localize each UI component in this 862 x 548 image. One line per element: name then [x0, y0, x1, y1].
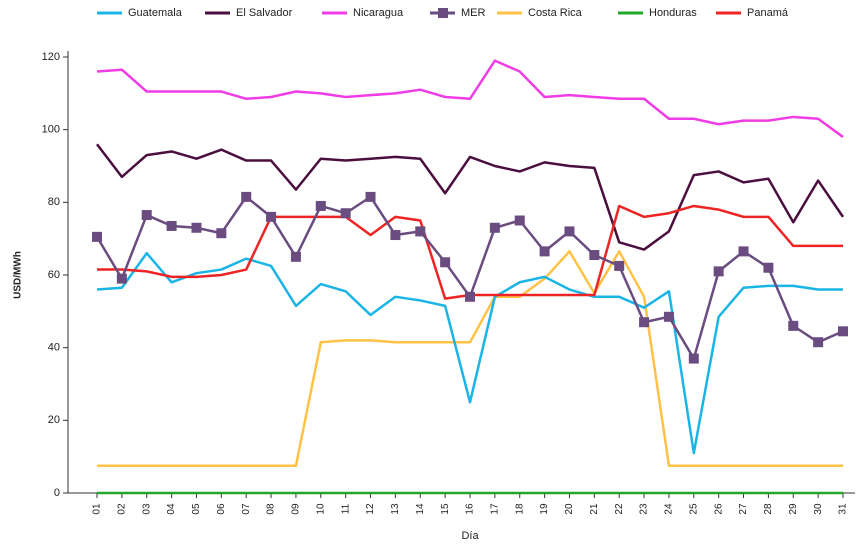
legend-label: Costa Rica — [528, 7, 583, 19]
series-marker — [788, 320, 799, 331]
series-marker — [589, 250, 600, 261]
series-marker — [365, 191, 376, 202]
legend-label: Honduras — [649, 7, 697, 19]
series-marker — [564, 226, 575, 237]
x-tick-label: 21 — [589, 503, 600, 515]
x-tick-label: 23 — [639, 503, 650, 515]
series-line — [95, 195, 844, 360]
x-tick-label: 30 — [813, 503, 824, 515]
series-line — [97, 250, 843, 467]
x-tick-label: 28 — [763, 503, 774, 515]
x-tick-label: 02 — [117, 503, 128, 515]
y-tick-label: 20 — [48, 414, 60, 426]
series-marker — [290, 251, 301, 262]
series-line — [96, 251, 843, 455]
y-tick-label: 80 — [48, 196, 60, 208]
series-marker — [614, 260, 625, 271]
x-tick-label: 22 — [614, 503, 625, 515]
series-marker — [166, 220, 177, 231]
x-axis-title: Día — [461, 530, 479, 542]
x-tick-label: 18 — [514, 503, 525, 515]
legend-label: MER — [461, 7, 486, 19]
x-tick-label: 17 — [490, 503, 501, 515]
legend-label: El Salvador — [236, 7, 293, 19]
series-marker — [688, 353, 699, 364]
x-tick-label: 03 — [141, 503, 152, 515]
series-marker — [539, 246, 550, 257]
x-tick-label: 25 — [688, 503, 699, 515]
series-marker — [514, 215, 525, 226]
y-tick-label: 100 — [42, 124, 60, 136]
series-marker — [465, 291, 475, 302]
series-marker — [738, 246, 749, 257]
series-marker — [116, 273, 127, 284]
x-tick-label: 31 — [838, 503, 849, 515]
legend-marker — [438, 8, 448, 18]
x-tick-label: 08 — [266, 503, 277, 515]
series-marker — [216, 228, 227, 239]
series-marker — [390, 230, 401, 241]
x-tick-label: 27 — [738, 503, 749, 515]
x-tick-label: 24 — [664, 503, 675, 515]
series-marker — [92, 231, 102, 242]
y-tick-label: 0 — [54, 487, 60, 499]
legend-label: Guatemala — [128, 7, 183, 19]
x-tick-label: 20 — [564, 503, 575, 515]
x-tick-label: 04 — [166, 503, 177, 515]
series-marker — [639, 317, 650, 328]
series-marker — [763, 262, 774, 273]
x-tick-label: 26 — [713, 503, 724, 515]
series-marker — [838, 326, 848, 337]
series-marker — [266, 211, 277, 222]
x-tick-label: 05 — [191, 503, 202, 515]
x-tick-label: 12 — [365, 503, 376, 515]
series-marker — [713, 266, 724, 277]
series-marker — [241, 191, 252, 202]
series-marker — [440, 257, 451, 268]
series-line — [96, 59, 844, 138]
series-marker — [315, 200, 326, 211]
series-marker — [141, 210, 152, 221]
series-marker — [415, 226, 426, 237]
x-tick-label: 19 — [539, 503, 550, 515]
series-marker — [340, 208, 351, 219]
series-marker — [663, 311, 674, 322]
x-tick-label: 16 — [465, 503, 476, 515]
series-marker — [813, 337, 824, 348]
x-tick-label: 09 — [291, 503, 302, 515]
series-marker — [191, 222, 202, 233]
legend-label: Nicaragua — [353, 7, 404, 19]
x-tick-label: 11 — [340, 503, 351, 514]
x-tick-label: 14 — [415, 503, 426, 515]
x-tick-label: 06 — [216, 503, 227, 515]
y-tick-label: 120 — [42, 51, 60, 63]
series-line — [97, 204, 843, 300]
legend-label: Panamá — [747, 7, 789, 19]
x-tick-label: 10 — [315, 503, 326, 515]
x-tick-label: 13 — [390, 503, 401, 515]
series-line — [96, 143, 845, 251]
x-tick-label: 07 — [241, 503, 252, 515]
x-tick-label: 29 — [788, 503, 799, 515]
y-tick-label: 40 — [48, 342, 60, 354]
y-axis-title: USD/MWh — [13, 251, 24, 299]
x-tick-label: 01 — [92, 503, 103, 515]
series-marker — [489, 222, 500, 233]
y-tick-label: 60 — [48, 269, 60, 281]
x-tick-label: 15 — [440, 503, 451, 515]
